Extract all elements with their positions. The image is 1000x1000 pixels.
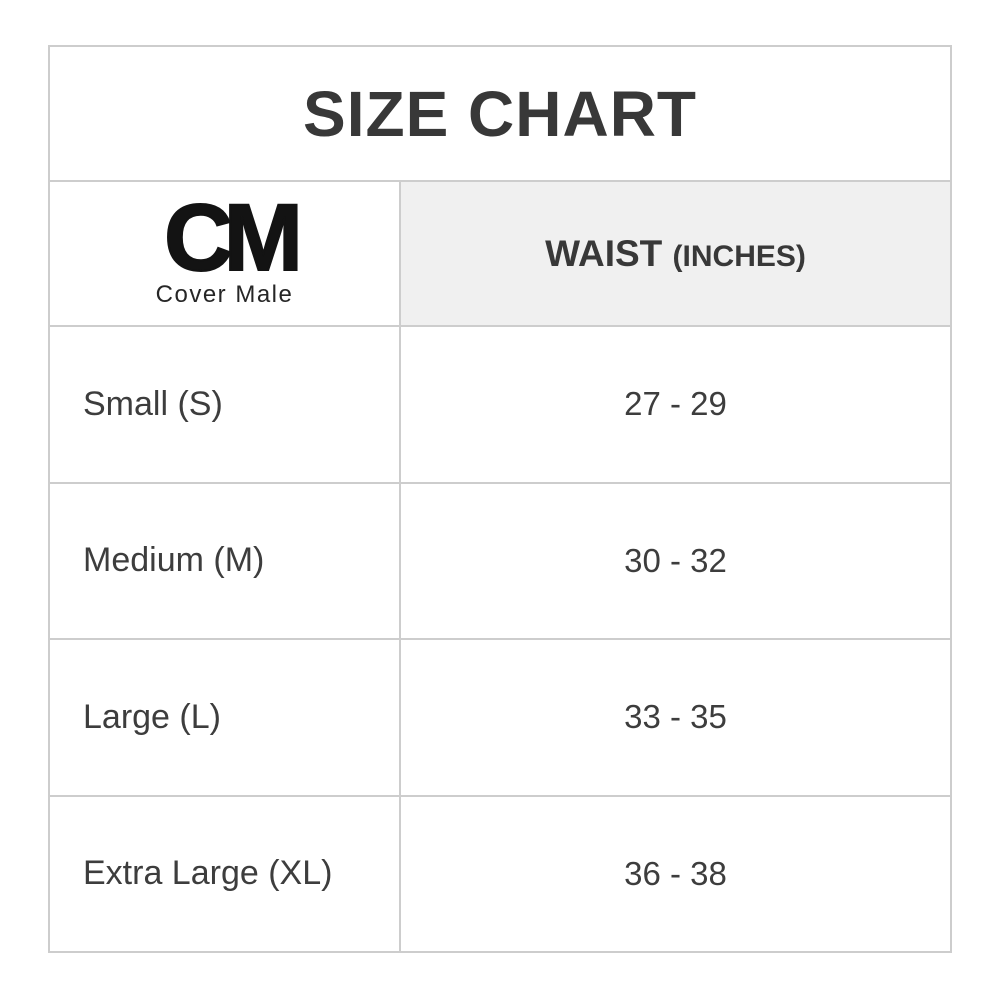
waist-cell: 36 - 38 bbox=[401, 797, 950, 952]
waist-unit-label: (INCHES) bbox=[672, 239, 806, 273]
size-cell: Extra Large (XL) bbox=[50, 796, 401, 951]
brand-logo-cell: CM Cover Male bbox=[50, 182, 401, 325]
size-cell: Large (L) bbox=[50, 640, 401, 795]
size-cell: Medium (M) bbox=[50, 483, 401, 638]
size-chart-table: SIZE CHART CM Cover Male WAIST (INCHES) … bbox=[48, 45, 952, 953]
size-cell: Small (S) bbox=[50, 327, 401, 482]
size-label: Medium (M) bbox=[83, 541, 265, 580]
waist-cell: 33 - 35 bbox=[401, 640, 950, 795]
table-row-medium: Medium (M) 30 - 32 bbox=[50, 483, 950, 640]
brand-initials: CM bbox=[163, 185, 304, 292]
waist-value: 27 - 29 bbox=[624, 385, 727, 423]
title-row: SIZE CHART bbox=[50, 47, 950, 182]
table-row-extra-large: Extra Large (XL) 36 - 38 bbox=[50, 796, 950, 952]
waist-header-label: WAIST (INCHES) bbox=[545, 233, 806, 275]
table-row-small: Small (S) 27 - 29 bbox=[50, 327, 950, 484]
size-label: Large (L) bbox=[83, 697, 221, 736]
table-row-large: Large (L) 33 - 35 bbox=[50, 640, 950, 797]
waist-value: 30 - 32 bbox=[624, 541, 727, 579]
brand-name: Cover Male bbox=[155, 280, 294, 308]
table-header-row: CM Cover Male WAIST (INCHES) bbox=[50, 182, 950, 327]
waist-value: 33 - 35 bbox=[624, 698, 727, 736]
waist-cell: 30 - 32 bbox=[401, 484, 950, 639]
waist-header-cell: WAIST (INCHES) bbox=[401, 182, 950, 325]
brand-logo: CM Cover Male bbox=[155, 185, 304, 309]
size-label: Small (S) bbox=[83, 384, 223, 423]
waist-value: 36 - 38 bbox=[624, 854, 727, 892]
page-title: SIZE CHART bbox=[303, 77, 697, 150]
waist-cell: 27 - 29 bbox=[401, 327, 950, 482]
waist-label: WAIST bbox=[545, 232, 663, 274]
size-label: Extra Large (XL) bbox=[83, 854, 333, 893]
